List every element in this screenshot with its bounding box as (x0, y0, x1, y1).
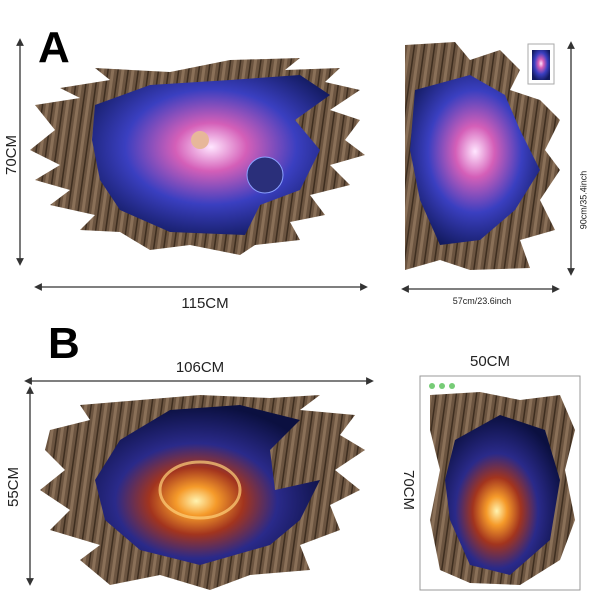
height-label: 70CM (3, 135, 20, 175)
sticker-sheet-b (419, 375, 581, 591)
section-label: B (48, 319, 80, 368)
height-label: 70CM (400, 470, 417, 510)
sticker-sheet-a (402, 42, 562, 272)
sticker-a (30, 58, 365, 255)
section-label: A (38, 23, 70, 72)
sticker-b (40, 395, 365, 590)
height-label: 55CM (5, 467, 22, 507)
width-label: 115CM (181, 295, 228, 312)
width-label: 106CM (176, 359, 224, 376)
width-label: 57cm/23.6inch (453, 296, 512, 306)
height-label: 90cm/35.4inch (578, 171, 588, 230)
width-label: 50CM (470, 353, 510, 370)
